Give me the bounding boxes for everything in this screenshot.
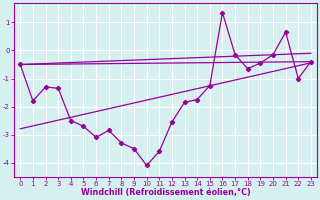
X-axis label: Windchill (Refroidissement éolien,°C): Windchill (Refroidissement éolien,°C) — [81, 188, 251, 197]
